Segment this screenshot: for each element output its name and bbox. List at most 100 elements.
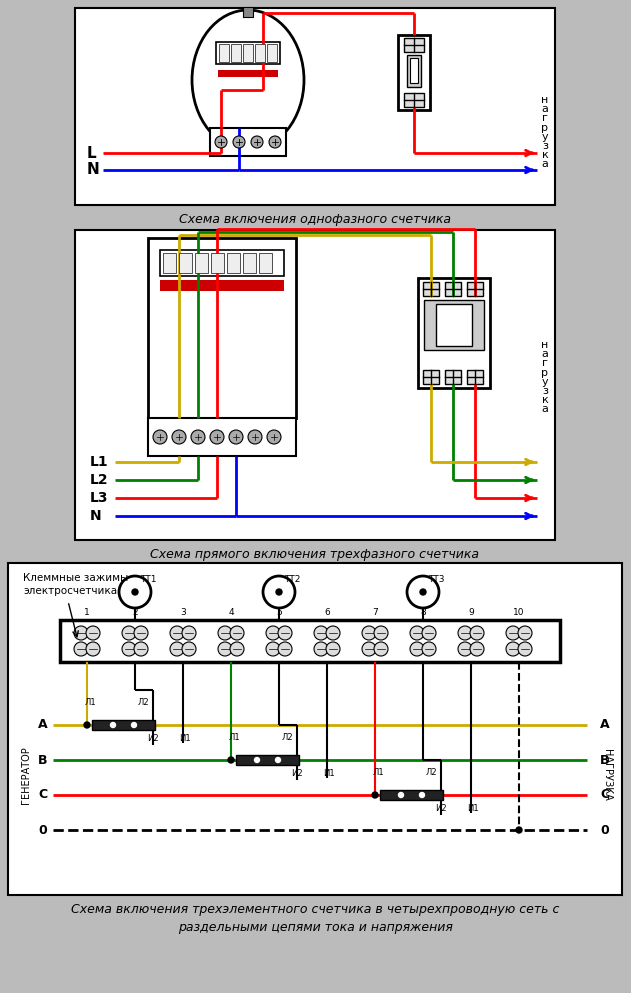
Text: L: L [87, 146, 97, 161]
Circle shape [506, 626, 520, 640]
Circle shape [266, 626, 280, 640]
Circle shape [230, 626, 244, 640]
Bar [236, 755, 299, 765]
Circle shape [228, 757, 234, 763]
Circle shape [407, 576, 439, 608]
Circle shape [374, 642, 388, 656]
Circle shape [276, 589, 282, 595]
Bar [75, 8, 555, 205]
Circle shape [172, 430, 186, 444]
Circle shape [266, 642, 280, 656]
Bar [210, 128, 286, 156]
Circle shape [153, 430, 167, 444]
Circle shape [132, 589, 138, 595]
Text: И1: И1 [179, 734, 191, 743]
Circle shape [170, 626, 184, 640]
Text: Л2: Л2 [138, 698, 150, 707]
Circle shape [254, 758, 259, 763]
Circle shape [470, 626, 484, 640]
Circle shape [215, 136, 227, 148]
Bar [148, 418, 296, 456]
Circle shape [470, 642, 484, 656]
Circle shape [518, 642, 532, 656]
Text: Л2: Л2 [426, 768, 438, 777]
Bar [60, 620, 560, 662]
Text: Л1: Л1 [229, 733, 240, 742]
Circle shape [267, 430, 281, 444]
Text: 5: 5 [276, 608, 282, 617]
Circle shape [218, 642, 232, 656]
Text: A: A [38, 719, 47, 732]
Circle shape [506, 642, 520, 656]
Text: 7: 7 [372, 608, 378, 617]
Circle shape [134, 626, 148, 640]
Circle shape [218, 626, 232, 640]
Bar [404, 93, 424, 107]
Circle shape [122, 642, 136, 656]
Circle shape [422, 642, 436, 656]
Circle shape [84, 722, 90, 728]
Circle shape [182, 642, 196, 656]
Text: L3: L3 [90, 491, 109, 505]
Circle shape [518, 626, 532, 640]
Circle shape [399, 792, 403, 797]
Bar [211, 253, 224, 273]
Text: L2: L2 [90, 473, 109, 487]
Circle shape [516, 827, 522, 833]
Bar [160, 280, 284, 291]
Text: ТТ1: ТТ1 [140, 575, 156, 584]
Text: н
а
г
р
у
з
к
а: н а г р у з к а [541, 95, 548, 170]
Bar [445, 282, 461, 296]
Circle shape [74, 642, 88, 656]
Bar [445, 370, 461, 384]
Bar [407, 55, 421, 87]
Circle shape [314, 626, 328, 640]
Text: НАГРУЗКА: НАГРУЗКА [602, 749, 612, 801]
Bar [218, 70, 278, 77]
Text: 10: 10 [513, 608, 525, 617]
Text: И1: И1 [323, 769, 334, 778]
Bar [255, 44, 265, 62]
Text: н
а
г
р
у
з
к
а: н а г р у з к а [541, 340, 548, 414]
Bar [398, 35, 430, 110]
Circle shape [458, 642, 472, 656]
Text: Схема прямого включения трехфазного счетчика: Схема прямого включения трехфазного счет… [151, 548, 480, 561]
Bar [423, 282, 439, 296]
Circle shape [326, 626, 340, 640]
Circle shape [276, 758, 281, 763]
Text: Схема включения однофазного счетчика: Схема включения однофазного счетчика [179, 213, 451, 226]
Text: И2: И2 [147, 734, 158, 743]
Circle shape [170, 642, 184, 656]
Circle shape [233, 136, 245, 148]
Circle shape [374, 626, 388, 640]
Bar [423, 370, 439, 384]
Bar [75, 230, 555, 540]
Ellipse shape [192, 10, 304, 150]
Text: 6: 6 [324, 608, 330, 617]
Text: N: N [90, 509, 102, 523]
Circle shape [410, 626, 424, 640]
Text: 9: 9 [468, 608, 474, 617]
Bar [243, 44, 253, 62]
Circle shape [410, 642, 424, 656]
Circle shape [230, 642, 244, 656]
Text: Схема включения трехэлементного счетчика в четырехпроводную сеть с
раздельными ц: Схема включения трехэлементного счетчика… [71, 903, 559, 934]
Circle shape [362, 626, 376, 640]
Bar [418, 278, 490, 388]
Text: ГЕНЕРАТОР: ГЕНЕРАТОР [21, 746, 31, 804]
Text: L1: L1 [90, 455, 109, 469]
Circle shape [278, 642, 292, 656]
Bar [8, 563, 622, 895]
Bar [179, 253, 192, 273]
Bar [231, 44, 241, 62]
Bar [467, 370, 483, 384]
Circle shape [420, 589, 426, 595]
Text: Л2: Л2 [282, 733, 293, 742]
Bar [216, 42, 280, 64]
Circle shape [372, 792, 378, 798]
Bar [148, 238, 296, 418]
Circle shape [422, 626, 436, 640]
Circle shape [251, 136, 263, 148]
Text: И2: И2 [435, 804, 447, 813]
Circle shape [269, 136, 281, 148]
